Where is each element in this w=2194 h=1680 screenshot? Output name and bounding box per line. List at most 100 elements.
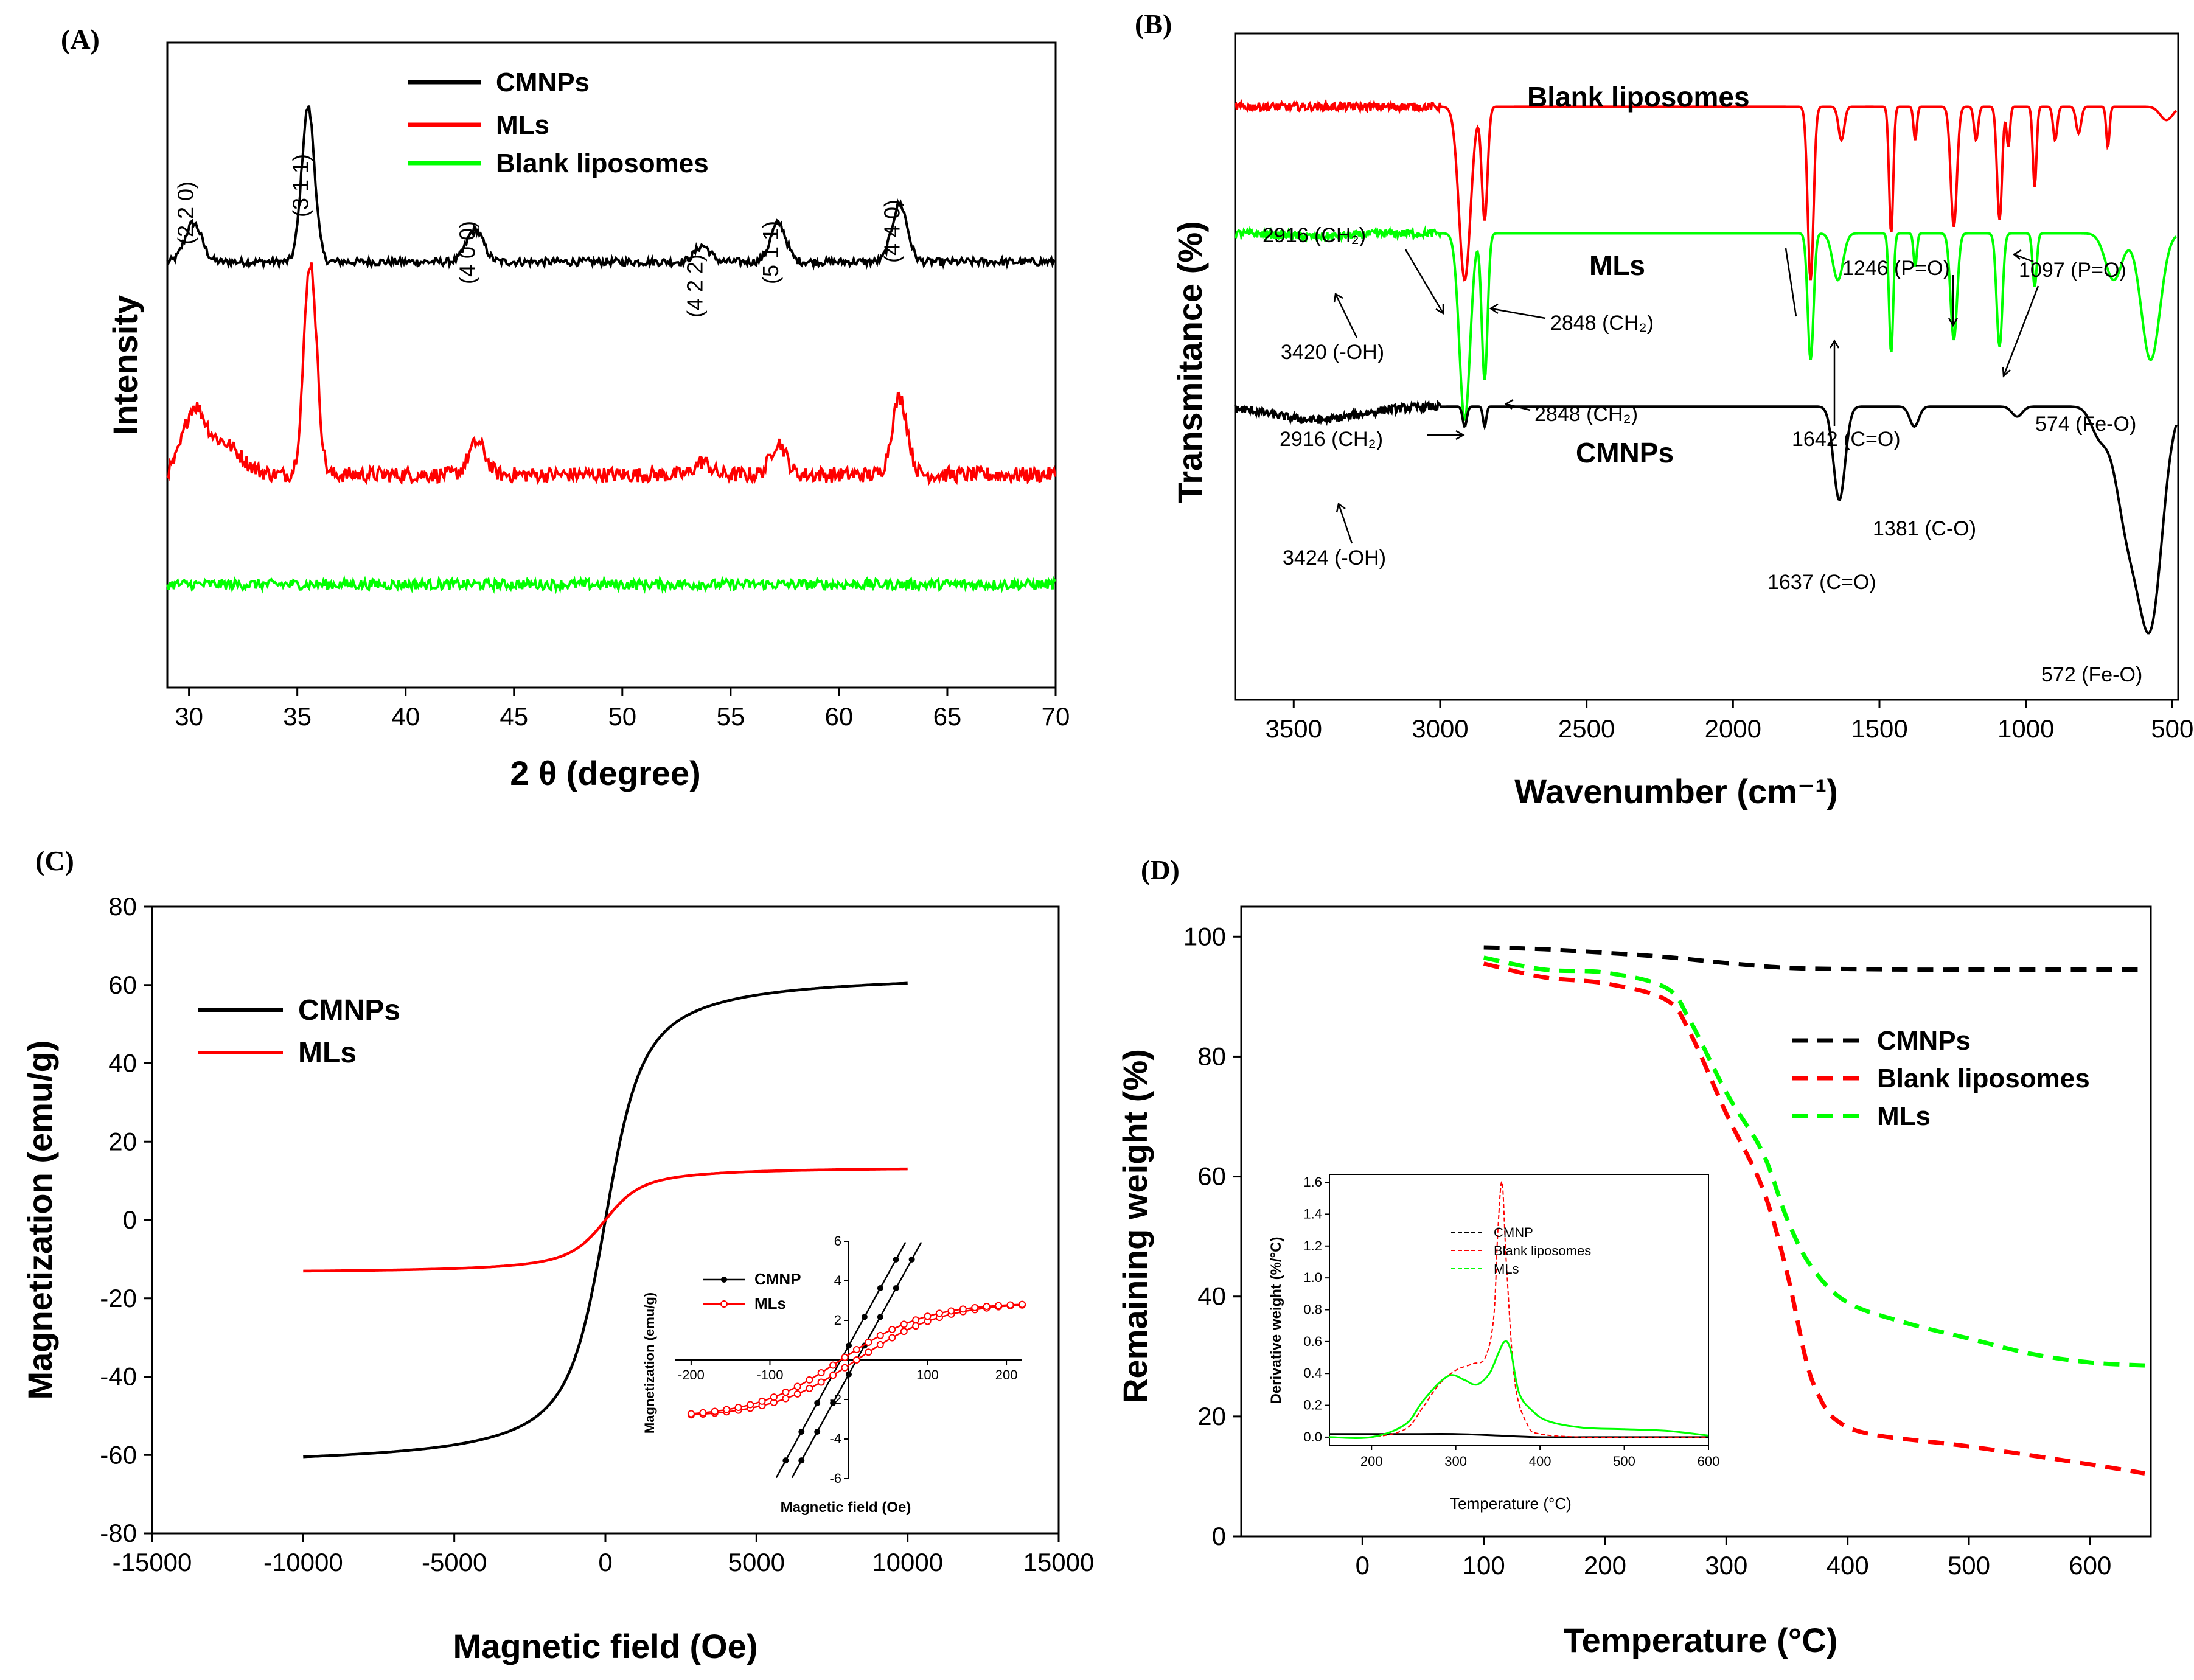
inset-marker-mls	[876, 1331, 884, 1339]
x-tick-label-c-15000: -15000	[113, 1548, 192, 1577]
x-tick-label-65: 65	[933, 702, 962, 731]
inset-marker-mls	[806, 1376, 813, 1384]
series-mls-tga	[1483, 955, 2145, 1368]
panel-d-inset-background	[1266, 1165, 1725, 1506]
panel-b-ftir: (B) 3500 3000 2500 2000 1500 1000 500 Wavenumb…	[1135, 9, 2193, 810]
panel-d-inset: 200 300 400 500 600 0.0 0.2 0.4 0.6 0.8 1.0 1.2 1.4 1…	[1266, 1165, 1725, 1513]
inset-marker-mls	[770, 1393, 778, 1401]
peak-label-5-1-1: (5 1 1)	[758, 221, 783, 284]
inset-marker-mls	[852, 1346, 860, 1354]
arrow-2916-upper	[1404, 249, 1444, 314]
inset-marker-mls	[817, 1369, 825, 1377]
inset-marker-mls	[876, 1340, 884, 1348]
panel-d-legend: CMNPs Blank liposomes MLs	[1792, 1026, 2090, 1131]
inset-d-x-tick-label-500: 500	[1613, 1454, 1635, 1469]
inset-marker-cmnp	[814, 1399, 821, 1406]
inset-marker-cmnp	[893, 1285, 899, 1292]
arrow-2848-upper-head	[1489, 303, 1499, 315]
x-tick-label-b-3500: 3500	[1266, 714, 1322, 743]
arrow-2848-lower	[1505, 403, 1531, 411]
y-tick-label-c-20: -20	[100, 1284, 137, 1312]
annot-2848-ch2-upper: 2848 (CH₂)	[1550, 312, 1654, 335]
inset-marker-mls	[841, 1364, 849, 1372]
x-tick-label-c-15000: 15000	[1023, 1548, 1095, 1577]
inset-marker-cmnp	[846, 1342, 852, 1349]
panel-c-inset-series	[687, 1241, 1026, 1479]
x-tick-label-d-200: 200	[1584, 1551, 1626, 1580]
inset-marker-cmnp	[877, 1285, 883, 1292]
panel-a-peak-labels: (2 2 0) (3 1 1) (4 0 0) (4 2 2) (5 1 1) (4 4 …	[173, 154, 905, 318]
x-tick-label-c-10000: 10000	[872, 1548, 943, 1577]
annot-2848-ch2-lower: 2848 (CH₂)	[1534, 403, 1638, 426]
panel-c-inset-legend: CMNP MLs	[703, 1270, 801, 1312]
panel-c-inset-x-title: Magnetic field (Oe)	[781, 1499, 911, 1516]
inset-marker-mls	[888, 1325, 896, 1333]
x-tick-label-b-500: 500	[2151, 714, 2193, 743]
y-tick-label-c-60: -60	[100, 1440, 137, 1469]
panel-b-label-blank-liposomes: Blank liposomes	[1527, 81, 1750, 113]
inset-c-y-tick-label-2: 2	[834, 1312, 841, 1328]
y-tick-label-d-40: 40	[1197, 1282, 1226, 1311]
x-tick-label-b-1500: 1500	[1851, 714, 1907, 743]
annot-572-feo: 572 (Fe-O)	[2041, 663, 2142, 686]
inset-d-y-tick-label-0-8: 0.8	[1303, 1302, 1322, 1317]
arrow-1642-head	[1829, 339, 1840, 349]
panel-b-annotations: 2916 (CH₂) 2848 (CH₂) 3420 (-OH) 2848 (C…	[1262, 224, 2142, 686]
panel-d-inset-x-title: Temperature (°C)	[1450, 1494, 1572, 1513]
x-tick-label-55: 55	[716, 702, 745, 731]
y-tick-label-c-40: -40	[100, 1362, 137, 1391]
panel-c-x-title: Magnetic field (Oe)	[453, 1627, 758, 1665]
inset-marker-mls	[806, 1384, 813, 1392]
inset-c-x-tick-label-200: 200	[995, 1367, 1018, 1382]
inset-marker-mls	[983, 1303, 991, 1311]
peak-label-4-4-0: (4 4 0)	[880, 200, 905, 263]
inset-d-y-tick-label-1-0: 1.0	[1303, 1270, 1322, 1285]
y-tick-label-c-20: 20	[108, 1127, 137, 1155]
inset-d-y-tick-label-1-4: 1.4	[1303, 1206, 1322, 1221]
panel-b-arrows	[1333, 248, 2039, 544]
series-cmnps-ftir	[1234, 399, 2178, 635]
x-tick-label-c-0: 0	[598, 1548, 612, 1577]
panel-a-letter: (A)	[61, 24, 100, 55]
inset-marker-mls	[734, 1404, 742, 1412]
panel-b-y-title: Transmitance (%)	[1171, 221, 1209, 503]
y-tick-label-c-80: -80	[100, 1519, 137, 1547]
panel-d-inset-axes: 200 300 400 500 600 0.0 0.2 0.4 0.6 0.8 1.0 1.2 1.4 1…	[1303, 1174, 1719, 1469]
inset-marker-mls	[793, 1382, 801, 1390]
x-tick-label-b-2500: 2500	[1558, 714, 1615, 743]
annot-3424-oh: 3424 (-OH)	[1283, 546, 1386, 570]
panel-a-y-title: Intensity	[106, 295, 144, 435]
panel-c-legend: CMNPs MLs	[198, 994, 400, 1069]
inset-d-legend-label-blank: Blank liposomes	[1494, 1243, 1591, 1258]
x-tick-label-c-10000: -10000	[263, 1548, 343, 1577]
arrow-2848-upper	[1490, 307, 1546, 319]
panel-c-magnetization: (C) -15000 -10000 -5000 0 5000 10000 150008060…	[21, 845, 1094, 1665]
inset-d-y-tick-label-0-4: 0.4	[1303, 1365, 1322, 1381]
inset-marker-cmnp	[908, 1256, 915, 1263]
inset-d-x-tick-label-200: 200	[1360, 1454, 1383, 1469]
panel-b-label-mls: MLs	[1589, 249, 1645, 281]
arrow-1097-a-head	[2012, 249, 2022, 260]
inset-marker-mls	[912, 1316, 920, 1324]
inset-legend-marker-mls	[720, 1300, 728, 1308]
series-blank-liposomes-ftir	[1234, 98, 2178, 282]
arrow-3420	[1334, 293, 1358, 338]
series-mls-xrd	[166, 262, 1057, 486]
inset-c-x-tick-label-200: -200	[678, 1367, 705, 1382]
series-cmnps-tga	[1483, 945, 2145, 972]
x-tick-label-b-3000: 3000	[1412, 714, 1468, 743]
panel-b-x-title: Wavenumber (cm⁻¹)	[1514, 772, 1838, 810]
inset-d-y-tick-label-1-6: 1.6	[1303, 1174, 1322, 1190]
inset-marker-mls	[1006, 1301, 1014, 1309]
x-tick-label-60: 60	[825, 702, 854, 731]
panel-a-x-title: 2 θ (degree)	[510, 754, 700, 792]
inset-marker-mls	[793, 1390, 801, 1398]
peak-label-4-0-0: (4 0 0)	[455, 221, 480, 284]
inset-marker-cmnp	[877, 1314, 883, 1320]
legend-label-mls-d: MLs	[1877, 1101, 1931, 1131]
x-tick-label-35: 35	[283, 702, 312, 731]
inset-c-y-tick-label-4: 4	[834, 1273, 841, 1288]
inset-marker-mls	[888, 1334, 896, 1342]
